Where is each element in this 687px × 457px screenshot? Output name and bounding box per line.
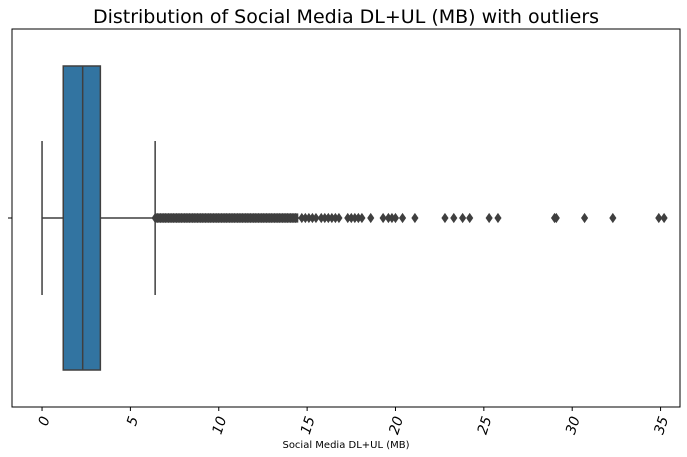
outlier-point — [411, 212, 419, 224]
outlier-point — [660, 212, 668, 224]
x-tick-label: 35 — [651, 414, 672, 436]
outlier-point — [655, 212, 663, 224]
box-group — [62, 65, 102, 371]
chart-title: Distribution of Social Media DL+UL (MB) … — [93, 6, 599, 28]
x-tick-label: 5 — [124, 414, 142, 428]
outlier-point — [485, 212, 493, 224]
outlier-point — [459, 212, 467, 224]
x-tick-label: 20 — [386, 414, 407, 436]
outlier-point — [367, 212, 375, 224]
x-tick-label: 0 — [36, 414, 54, 428]
outlier-point — [441, 212, 449, 224]
x-axis-ticks: 0 5 10 15 20 25 30 35 — [36, 407, 672, 436]
outlier-point — [379, 212, 387, 224]
outlier-point — [398, 212, 407, 224]
x-axis-label: Social Media DL+UL (MB) — [282, 440, 409, 451]
outliers-group — [151, 212, 668, 224]
outlier-point — [450, 212, 458, 224]
iqr-box — [62, 65, 102, 371]
x-tick-label: 30 — [563, 414, 584, 436]
x-tick-label: 15 — [298, 414, 319, 436]
outlier-point — [581, 212, 589, 224]
outlier-point — [358, 212, 366, 224]
outlier-point — [494, 212, 502, 224]
outlier-point — [552, 212, 560, 224]
outlier-point — [466, 212, 474, 224]
outlier-point — [312, 212, 320, 224]
outlier-point — [609, 212, 617, 224]
outlier-point — [335, 212, 343, 224]
x-tick-label: 10 — [210, 414, 231, 436]
outlier-point-dense — [292, 212, 300, 224]
outlier-point — [391, 212, 400, 224]
x-tick-label: 25 — [475, 414, 496, 436]
